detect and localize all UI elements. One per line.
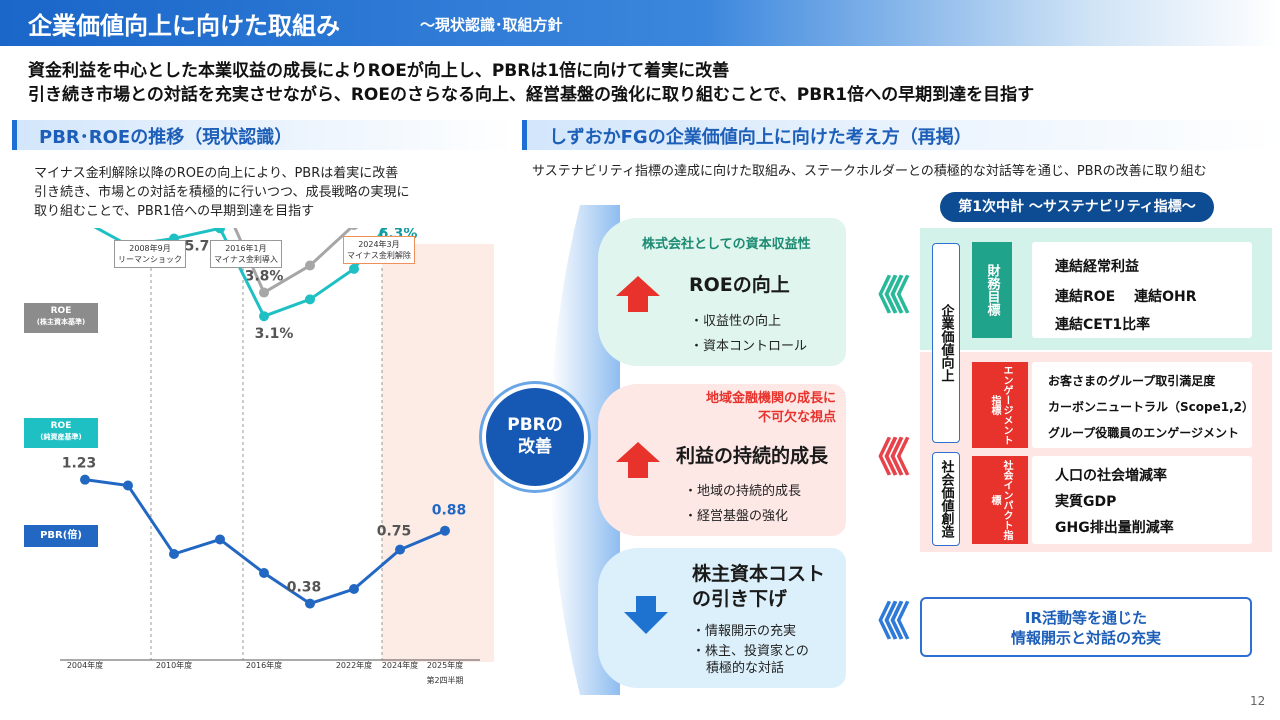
- kpi-ghg: GHG排出量削減率: [1055, 520, 1174, 536]
- recent-period-highlight: [382, 244, 494, 662]
- data-label: 3.8%: [245, 269, 284, 285]
- chevron-left-icon: 《《《: [858, 435, 910, 481]
- page-number: 12: [1250, 694, 1266, 708]
- x-tick-label: 2024年度: [382, 660, 418, 670]
- left-desc-2: 引き続き、市場との対話を積極的に行いつつ、成長戦略の実現に: [34, 185, 410, 200]
- social-impact-label: 社会インパクト指標: [972, 456, 1028, 544]
- pbr-improvement-circle: PBRの 改善: [486, 388, 584, 486]
- right-desc: サステナビリティ指標の達成に向けた取組み、ステークホルダーとの積極的な対話等を通…: [532, 164, 1207, 179]
- kpi-roe-ohr: 連結ROE 連結OHR: [1055, 289, 1197, 305]
- kpi-carbon-neutral: カーボンニュートラル（Scope1,2）: [1048, 400, 1254, 414]
- page-title: 企業価値向上に向けた取組み: [28, 12, 340, 40]
- x-tick-label: 2016年度: [246, 660, 282, 670]
- x-tick-label: 2025年度: [427, 660, 463, 670]
- data-point: [305, 260, 315, 271]
- data-point: [169, 549, 179, 560]
- data-label: 3.1%: [255, 326, 294, 342]
- card-roe-bullet-2: ・資本コントロール: [690, 339, 808, 354]
- kpi-ordinary-profit: 連結経常利益: [1055, 259, 1139, 275]
- data-point: [395, 544, 405, 555]
- series-tag-pbr: PBR(倍): [24, 525, 98, 547]
- page-subtitle: ～現状認識･取組方針: [420, 16, 563, 34]
- data-point: [259, 287, 269, 298]
- corporate-value-label: 企業価値向上: [932, 243, 960, 443]
- data-label: 0.88: [432, 503, 467, 519]
- kpi-cet1: 連結CET1比率: [1055, 317, 1151, 333]
- data-point: [215, 534, 225, 545]
- card-roe-tag: 株式会社としての資本収益性: [642, 237, 811, 252]
- card-cost-bullet-1: ・情報開示の充実: [692, 624, 797, 639]
- chevron-left-icon: 《《《: [858, 599, 910, 645]
- data-point: [349, 584, 359, 595]
- right-section-header: しずおかFGの企業価値向上に向けた考え方（再掲）: [522, 120, 1278, 150]
- midterm-plan-pill: 第1次中計 ～サステナビリティ指標～: [940, 192, 1214, 222]
- data-point: [123, 480, 133, 491]
- left-desc-1: マイナス金利解除以降のROEの向上により、PBRは着実に改善: [34, 166, 399, 181]
- financial-target-label: 財務目標: [972, 242, 1012, 338]
- card-profit-bullet-2: ・経営基盤の強化: [684, 509, 789, 524]
- card-roe-bullet-1: ・収益性の向上: [690, 314, 782, 329]
- x-tick-label: 2004年度: [67, 660, 103, 670]
- data-label: 0.75: [377, 524, 412, 540]
- kpi-employee-engagement: グループ役職員のエンゲージメント: [1048, 426, 1240, 440]
- series-tag-roe-shareholders: ROE (株主資本基準): [24, 303, 98, 333]
- data-label: 0.38: [287, 580, 322, 596]
- kpi-real-gdp: 実質GDP: [1055, 494, 1117, 510]
- data-point: [440, 525, 450, 536]
- data-point: [80, 474, 90, 485]
- left-desc-3: 取り組むことで、PBR1倍への早期到達を目指す: [34, 204, 315, 219]
- headline-1: 資金利益を中心とした本業収益の成長によりROEが向上し、PBRは1倍に向けて着実…: [28, 61, 730, 81]
- right-section-title: しずおかFGの企業価値向上に向けた考え方（再掲）: [549, 127, 972, 148]
- card-roe-title: ROEの向上: [689, 274, 790, 296]
- up-arrow-icon: [616, 276, 660, 312]
- roe-pbr-line-chart: 6.9%6.7%3.8%7.7%9.3%5.9%5.7%3.1%6.3%7.6%…: [60, 228, 494, 685]
- title-bar: [0, 0, 1280, 46]
- series-tag-roe-netassets: ROE (純資産基準): [24, 418, 98, 448]
- x-tick-label: 2022年度: [336, 660, 372, 670]
- data-label: 1.23: [62, 456, 97, 472]
- headline-2: 引き続き市場との対話を充実させながら、ROEのさらなる向上、経営基盤の強化に取り…: [28, 85, 1035, 105]
- card-profit-bullet-1: ・地域の持続的成長: [684, 484, 802, 499]
- kpi-population: 人口の社会増減率: [1055, 468, 1167, 484]
- left-section-title: PBR･ROEの推移（現状認識）: [39, 127, 293, 148]
- event-tag-lehman: 2008年9月 リーマンショック: [114, 240, 186, 268]
- card-profit-tag: 地域金融機関の成長に 不可欠な視点: [705, 391, 836, 425]
- event-tag-negative-rate: 2016年1月 マイナス金利導入: [210, 240, 282, 268]
- chevron-left-icon: 《《《: [858, 273, 910, 319]
- impact-kpi-box: [1032, 456, 1252, 544]
- data-point: [259, 567, 269, 578]
- x-tick-label: 2010年度: [156, 660, 192, 670]
- data-point: [305, 294, 315, 305]
- card-cost-bullet-2: ・株主、投資家との 積極的な対話: [692, 644, 809, 676]
- data-point: [305, 598, 315, 609]
- card-cost-title: 株主資本コスト の引き下げ: [692, 563, 826, 610]
- financial-kpi-box: [1032, 242, 1252, 338]
- left-section-header: PBR･ROEの推移（現状認識）: [12, 120, 516, 150]
- x-tick-sublabel: 第2四半期: [426, 675, 463, 685]
- ir-activity-box: IR活動等を通じた 情報開示と対話の充実: [920, 597, 1252, 657]
- social-value-label: 社会価値創造: [932, 452, 960, 546]
- card-profit-title: 利益の持続的成長: [676, 445, 829, 467]
- event-tag-negative-rate-end: 2024年3月 マイナス金利解除: [343, 236, 415, 264]
- engagement-label: エンゲージメント指標: [972, 362, 1028, 448]
- up-arrow-icon: [616, 442, 660, 478]
- engagement-kpi-box: [1032, 362, 1252, 448]
- down-arrow-icon: [624, 596, 668, 634]
- kpi-customer-satisfaction: お客さまのグループ取引満足度: [1048, 374, 1216, 388]
- data-point: [215, 228, 225, 234]
- data-point: [350, 228, 358, 230]
- data-point: [349, 263, 359, 274]
- data-point: [259, 311, 269, 322]
